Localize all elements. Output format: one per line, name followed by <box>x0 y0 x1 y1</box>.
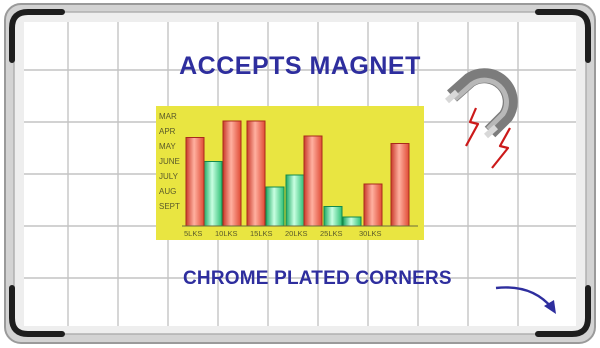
y-tick-label: SEPT <box>159 202 180 211</box>
chart-bar-red <box>390 143 410 227</box>
chart-bar-red <box>222 120 242 227</box>
bar-chart: MAR APR MAY JUNE JULY AUG SEPT 5LKS 10LK… <box>156 106 424 240</box>
y-tick-label: MAR <box>159 112 177 121</box>
chart-bar-green <box>265 186 285 227</box>
chart-bar-red <box>303 135 323 227</box>
chart-bar-red <box>185 137 205 227</box>
y-tick-label: JUNE <box>159 157 180 166</box>
y-tick-label: MAY <box>159 142 176 151</box>
x-tick-label: 25LKS <box>320 229 343 238</box>
x-tick-label: 10LKS <box>215 229 238 238</box>
corner-top-right <box>535 9 591 63</box>
chart-bar-green <box>342 216 362 227</box>
corner-bottom-right <box>535 285 591 337</box>
chart-bar-red <box>363 183 383 227</box>
chart-bars <box>182 120 418 227</box>
corner-top-left <box>9 9 65 63</box>
accepts-magnet-headline: ACCEPTS MAGNET <box>179 52 421 80</box>
lightning-spark-icon <box>465 107 480 147</box>
curved-arrow-head <box>544 300 556 314</box>
y-tick-label: AUG <box>159 187 177 196</box>
corner-bottom-left <box>9 285 65 337</box>
x-tick-label: 5LKS <box>184 229 203 238</box>
lightning-spark-icon <box>491 127 511 169</box>
chrome-corners-headline: CHROME PLATED CORNERS <box>183 268 452 289</box>
x-tick-label: 30LKS <box>359 229 382 238</box>
chart-bar-red <box>246 120 266 227</box>
chart-bar-green <box>285 174 305 227</box>
horseshoe-magnet-icon <box>444 68 518 139</box>
y-tick-label: APR <box>159 127 176 136</box>
chart-bar-green <box>323 206 343 227</box>
chart-bar-green <box>203 161 223 227</box>
y-tick-label: JULY <box>159 172 178 181</box>
x-tick-label: 15LKS <box>250 229 273 238</box>
x-tick-label: 20LKS <box>285 229 308 238</box>
